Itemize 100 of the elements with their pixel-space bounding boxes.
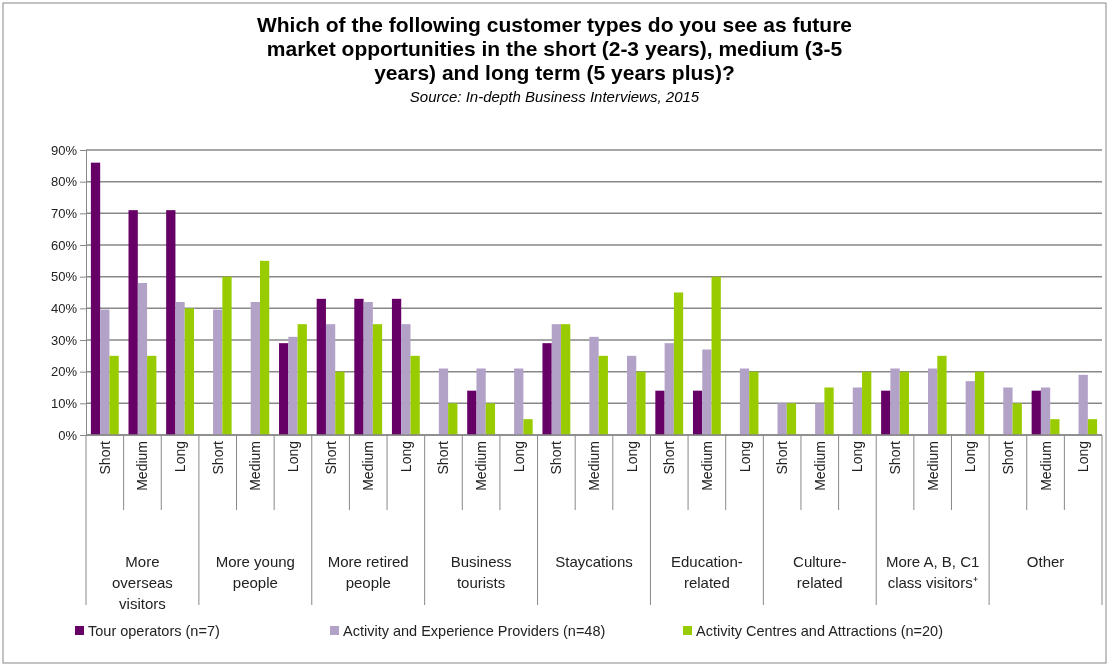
text: Culture-related xyxy=(793,553,847,591)
bar xyxy=(777,403,787,435)
bar xyxy=(109,355,119,435)
text: More overseas visitors xyxy=(112,553,173,612)
bar xyxy=(1050,419,1060,435)
x-tick-label: Medium xyxy=(586,441,602,491)
x-tick-label: Long xyxy=(284,441,301,473)
legend-label: Activity Centres and Attractions (n=20) xyxy=(696,623,944,639)
bar xyxy=(881,390,891,435)
bar xyxy=(890,368,900,435)
bar xyxy=(467,390,477,435)
bar xyxy=(965,381,975,435)
x-tick-label: Long xyxy=(397,441,414,473)
bar xyxy=(655,390,665,435)
text: Other xyxy=(1026,553,1065,570)
bar xyxy=(523,419,533,435)
bar xyxy=(335,371,345,435)
x-tick-label: Medium xyxy=(247,441,264,491)
bar xyxy=(410,355,420,435)
x-tick-label: Medium xyxy=(360,441,377,491)
bar xyxy=(786,403,797,435)
bar xyxy=(391,298,402,435)
x-tick-label: Long xyxy=(623,441,640,473)
bar xyxy=(137,283,148,435)
bar xyxy=(1012,403,1022,435)
y-tick-label: 80% xyxy=(50,174,78,190)
bar xyxy=(673,292,684,435)
x-tick-label: Long xyxy=(736,441,753,473)
chart-subtitle: Source: In-depth Business Interviews, 2015 xyxy=(409,88,700,105)
x-tick-label: Short xyxy=(435,440,452,475)
bar xyxy=(128,210,138,435)
x-tick-label: Medium xyxy=(698,441,715,491)
bar xyxy=(222,276,232,435)
bar xyxy=(147,355,157,435)
bar xyxy=(166,210,176,435)
text: More retired people xyxy=(327,553,409,591)
x-tick-label: Medium xyxy=(811,441,828,491)
bar xyxy=(1040,387,1051,435)
bar xyxy=(354,298,364,435)
y-tick-label: 10% xyxy=(50,395,78,411)
bar xyxy=(815,403,825,435)
text: Staycations xyxy=(555,553,633,570)
x-tick-label: Medium xyxy=(134,441,151,491)
bar xyxy=(636,371,646,435)
bar xyxy=(1087,419,1098,435)
bar xyxy=(974,371,985,435)
text: More A, B, C1 class visitors⁺ xyxy=(885,553,980,591)
bar xyxy=(542,343,552,435)
x-tick-label: Short xyxy=(548,440,565,475)
x-tick-label: Long xyxy=(849,441,866,473)
bar xyxy=(100,309,110,435)
bar xyxy=(213,309,223,435)
text: More young people xyxy=(215,553,295,591)
bar xyxy=(279,343,289,435)
legend-label: Activity and Experience Providers (n=48) xyxy=(343,623,606,639)
bar xyxy=(937,355,947,435)
bar xyxy=(862,371,872,435)
bar xyxy=(551,324,562,435)
y-tick-label: 60% xyxy=(50,237,78,253)
y-tick-label: 90% xyxy=(50,142,78,158)
bar xyxy=(184,308,194,435)
bar xyxy=(325,324,336,435)
y-tick-label: 40% xyxy=(50,300,78,316)
x-tick-label: Medium xyxy=(924,441,941,491)
bar xyxy=(288,336,298,435)
y-tick-label: 70% xyxy=(50,205,78,221)
chart-title: Which of the following customer types do you see as future market opportunities in the short (2-3 years), medium (3-5 years) and long term (5 years plus)? xyxy=(256,13,853,84)
x-tick-label: Short xyxy=(887,440,904,475)
x-tick-label: Medium xyxy=(1037,441,1054,491)
bar xyxy=(589,336,599,435)
bar xyxy=(476,368,486,435)
x-tick-label: Short xyxy=(322,440,339,475)
bar xyxy=(561,324,571,435)
bar xyxy=(852,387,863,435)
x-tick-label: Long xyxy=(1075,441,1092,473)
legend-label: Tour operators (n=7) xyxy=(88,623,220,639)
y-tick-label: 50% xyxy=(50,269,78,285)
bar xyxy=(175,302,185,435)
bar xyxy=(899,371,909,435)
bar xyxy=(702,349,712,435)
x-tick-label: Short xyxy=(209,440,226,475)
y-tick-label: 30% xyxy=(50,332,78,348)
x-tick-label: Long xyxy=(962,441,979,473)
x-tick-label: Long xyxy=(172,441,189,473)
bar xyxy=(90,162,101,435)
x-tick-label: Medium xyxy=(473,441,490,491)
bar xyxy=(514,368,524,435)
bar xyxy=(692,390,703,435)
bar xyxy=(297,324,307,435)
bar xyxy=(626,355,637,435)
bar xyxy=(250,302,260,435)
bar xyxy=(363,302,373,435)
text: Business tourists xyxy=(450,553,512,591)
x-tick-label: Short xyxy=(96,440,113,475)
bar xyxy=(1078,374,1088,435)
bar xyxy=(739,368,750,435)
bar xyxy=(711,276,721,435)
bar xyxy=(372,324,383,435)
x-tick-label: Short xyxy=(999,440,1016,475)
text: Education-related xyxy=(671,553,743,591)
